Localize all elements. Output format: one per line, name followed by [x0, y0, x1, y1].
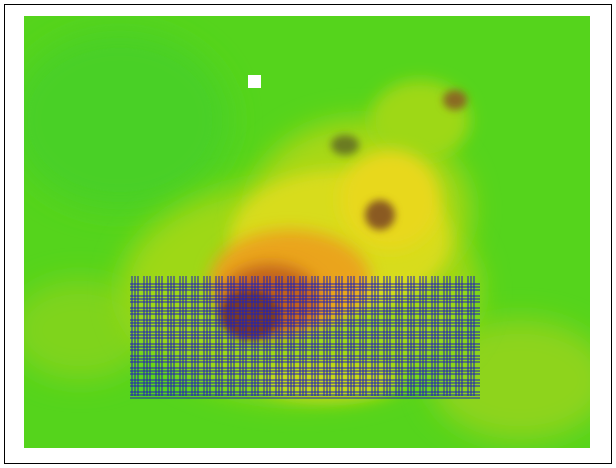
- survey-grid: [130, 276, 480, 399]
- terrain-low: [24, 30, 230, 210]
- terrain-knoll: [365, 200, 395, 230]
- marker: [248, 75, 261, 88]
- terrain-hill: [340, 150, 440, 250]
- terrain: [24, 16, 590, 448]
- terrain-knoll: [443, 90, 467, 110]
- frame: [4, 4, 612, 464]
- terrain-rise: [24, 280, 150, 380]
- terrain-knoll: [331, 135, 359, 155]
